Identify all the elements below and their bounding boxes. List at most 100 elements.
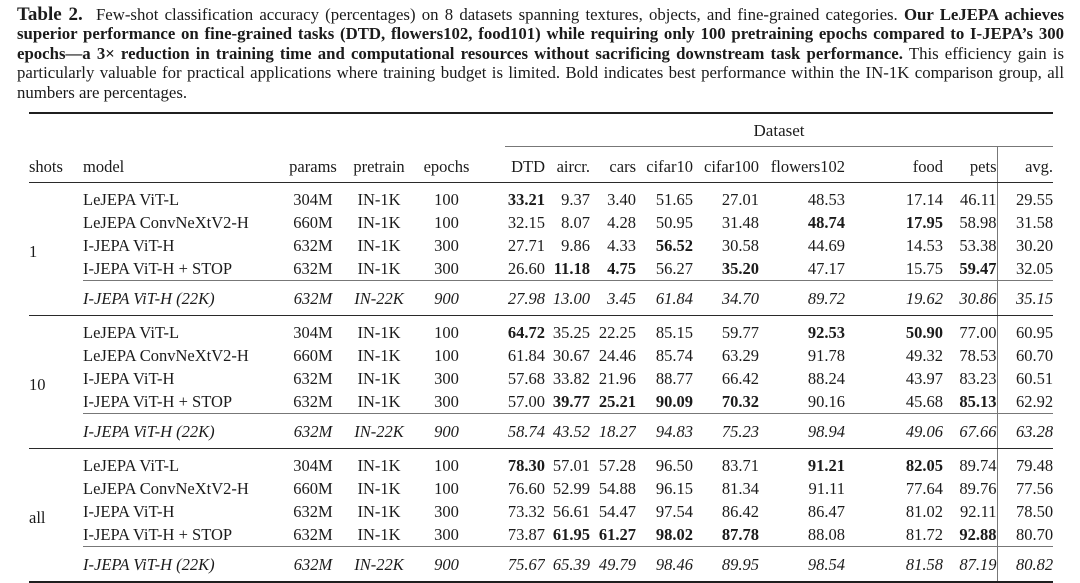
score-cell-bold: 59.47 — [959, 259, 997, 278]
score-cell: 63.29 — [721, 346, 759, 365]
score-cell: 49.79 — [590, 546, 636, 583]
pretrain-cell: IN-22K — [344, 280, 414, 316]
score-cell-bold: 50.90 — [905, 323, 943, 342]
col-header-cifar100: cifar100 — [693, 147, 759, 183]
epochs-cell: 900 — [414, 280, 479, 316]
score-cell: 88.24 — [807, 369, 845, 388]
score-cell: 77.64 — [905, 479, 943, 498]
params-cell: 660M — [293, 213, 333, 232]
epochs-cell: 300 — [434, 259, 459, 278]
col-header-cars: cars — [590, 147, 636, 183]
table-row: I-JEPA ViT-H 632M IN-1K 300 27.71 9.86 4.33 56.… — [29, 234, 1054, 257]
score-cell: 27.01 — [721, 190, 759, 209]
score-cell: 25.21 — [590, 390, 636, 414]
score-cell: 61.84 — [636, 280, 693, 316]
score-cell: 57.01 — [552, 456, 590, 475]
model-cell: LeJEPA ConvNeXtV2-H — [83, 213, 249, 232]
epochs-cell: 100 — [434, 456, 459, 475]
score-cell: 73.32 — [507, 502, 545, 521]
col-header-food: food — [845, 147, 943, 183]
table-row: LeJEPA ConvNeXtV2-H 660M IN-1K 100 76.60 52.9… — [29, 477, 1054, 500]
score-cell: 66.42 — [721, 369, 759, 388]
col-header-avg: avg. — [996, 147, 1054, 183]
avg-cell: 30.20 — [996, 234, 1054, 257]
col-header-aircr: aircr. — [545, 147, 590, 183]
pretrain-cell: IN-1K — [357, 236, 401, 255]
score-cell: 24.46 — [598, 346, 636, 365]
avg-cell: 31.58 — [996, 211, 1054, 234]
score-cell: 64.72 — [479, 316, 545, 345]
table-row: I-JEPA ViT-H + STOP 632M IN-1K 300 26.60 11.1… — [29, 257, 1054, 281]
score-cell: 98.54 — [759, 546, 845, 583]
score-cell: 43.97 — [905, 369, 943, 388]
score-cell: 98.94 — [759, 413, 845, 449]
score-cell: 15.75 — [905, 259, 943, 278]
score-cell-bold: 90.09 — [655, 392, 693, 411]
score-cell: 50.90 — [845, 316, 943, 345]
avg-cell: 80.82 — [996, 546, 1054, 583]
model-cell: LeJEPA ViT-L — [83, 456, 180, 475]
dataset-group-row: Dataset — [29, 112, 1054, 147]
epochs-cell: 100 — [434, 323, 459, 342]
epochs-cell: 900 — [414, 413, 479, 449]
score-cell: 65.39 — [545, 546, 590, 583]
score-cell-bold: 56.52 — [655, 236, 693, 255]
score-cell: 77.00 — [959, 323, 997, 342]
score-cell: 53.38 — [959, 236, 997, 255]
reference-row: I-JEPA ViT-H (22K) 632M IN-22K 900 75.67 65.3… — [29, 546, 1054, 583]
model-cell: LeJEPA ConvNeXtV2-H — [83, 346, 249, 365]
score-cell: 54.47 — [598, 502, 636, 521]
epochs-cell: 100 — [434, 479, 459, 498]
params-cell: 660M — [293, 479, 333, 498]
score-cell-bold: 33.21 — [507, 190, 545, 209]
score-cell: 35.25 — [552, 323, 590, 342]
score-cell: 33.21 — [479, 183, 545, 212]
epochs-cell: 300 — [434, 502, 459, 521]
score-cell: 89.76 — [959, 479, 997, 498]
score-cell: 61.27 — [590, 523, 636, 547]
score-cell: 97.54 — [655, 502, 693, 521]
params-cell: 304M — [293, 323, 333, 342]
score-cell: 33.82 — [552, 369, 590, 388]
col-header-model: model — [83, 147, 282, 183]
table-header: Dataset shots model params pretrain epoc… — [29, 112, 1054, 183]
caption-bold-text: Our LeJEPA achieves superior performance… — [17, 5, 1065, 63]
col-header-flowers102: flowers102 — [759, 147, 845, 183]
score-cell: 9.86 — [561, 236, 590, 255]
score-cell-bold: 91.21 — [807, 456, 845, 475]
table-row: all LeJEPA ViT-L 304M IN-1K 100 78.30 57.01 57.… — [29, 448, 1054, 583]
dataset-group-spacer — [29, 112, 479, 147]
score-cell: 54.88 — [598, 479, 636, 498]
score-cell: 81.34 — [721, 479, 759, 498]
score-cell-bold: 39.77 — [552, 392, 590, 411]
score-cell: 75.23 — [693, 413, 759, 449]
shots-block-all: all LeJEPA ViT-L 304M IN-1K 100 78.30 57.01 57.… — [29, 448, 1054, 583]
score-cell: 8.07 — [561, 213, 590, 232]
score-cell-bold: 17.95 — [905, 213, 943, 232]
score-cell: 94.83 — [636, 413, 693, 449]
score-cell: 98.02 — [636, 523, 693, 547]
pretrain-cell: IN-1K — [357, 479, 401, 498]
model-cell: I-JEPA ViT-H + STOP — [83, 259, 233, 278]
avg-cell: 62.92 — [996, 390, 1054, 414]
column-header-row: shots model params pretrain epochs DTD a… — [29, 147, 1054, 183]
score-cell: 4.28 — [607, 213, 636, 232]
avg-cell: 32.05 — [996, 257, 1054, 281]
score-cell: 59.77 — [721, 323, 759, 342]
score-cell: 78.30 — [479, 449, 545, 478]
pretrain-cell: IN-22K — [344, 546, 414, 583]
score-cell: 81.72 — [905, 525, 943, 544]
dataset-group-cell: Dataset — [479, 112, 1054, 147]
table-row: LeJEPA ConvNeXtV2-H 660M IN-1K 100 61.84 30.6… — [29, 344, 1054, 367]
results-table: Dataset shots model params pretrain epoc… — [29, 112, 1054, 583]
score-cell: 30.86 — [943, 280, 997, 316]
model-cell: I-JEPA ViT-H + STOP — [83, 525, 233, 544]
avg-cell: 79.48 — [996, 448, 1054, 477]
score-cell: 57.68 — [507, 369, 545, 388]
table-row: LeJEPA ConvNeXtV2-H 660M IN-1K 100 32.15 8.07… — [29, 211, 1054, 234]
score-cell-bold: 85.13 — [959, 392, 997, 411]
model-cell: I-JEPA ViT-H — [83, 502, 175, 521]
table-caption-label: Table 2. — [17, 4, 83, 25]
col-header-epochs: epochs — [414, 147, 479, 183]
caption-intro-text: Few-shot classification accuracy (percen… — [95, 5, 898, 24]
